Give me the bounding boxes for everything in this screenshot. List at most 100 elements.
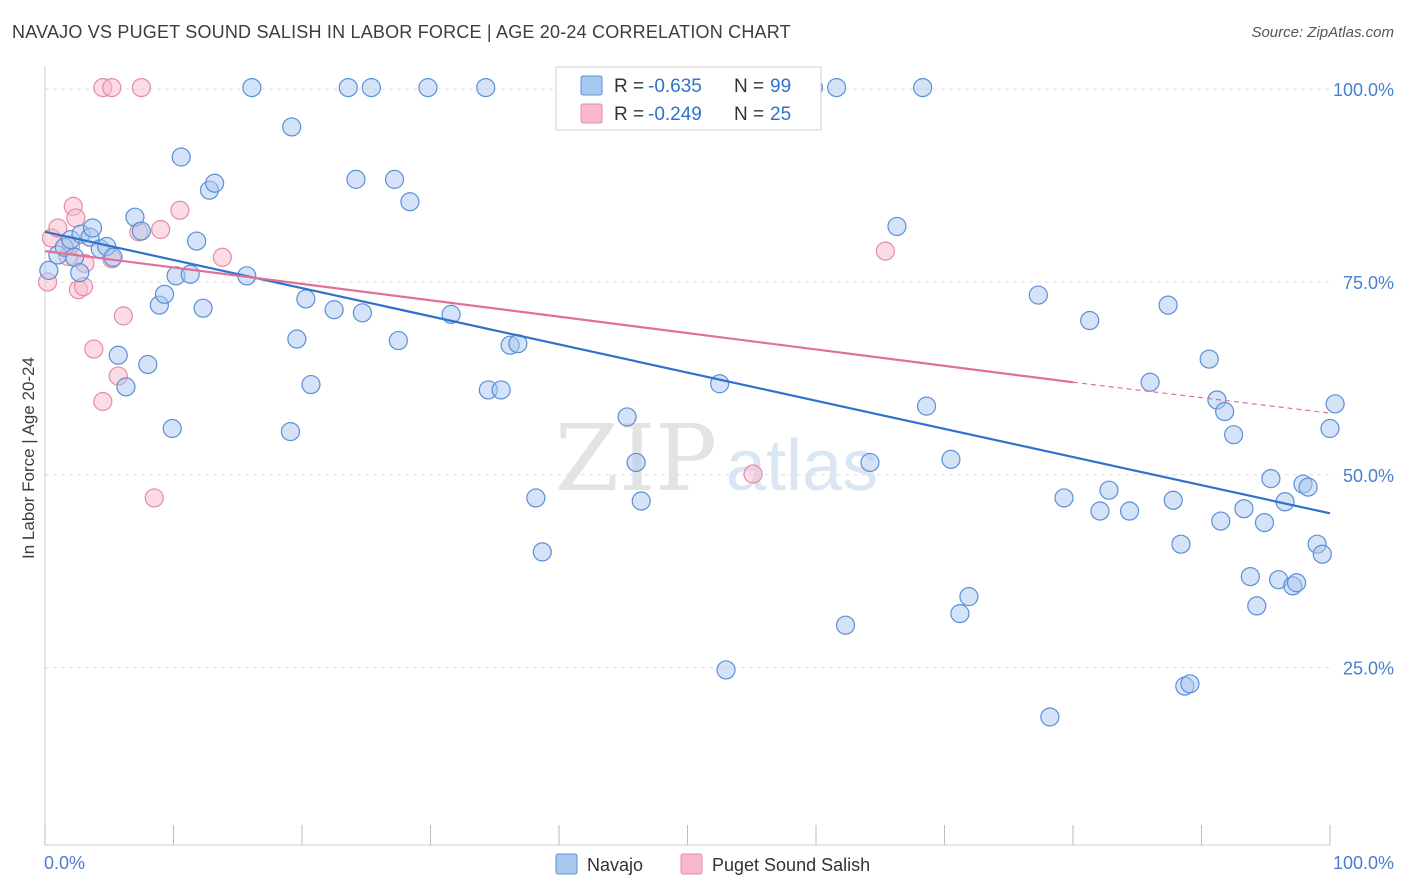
navajo-point-38 [361,77,381,98]
navajo-point-67 [1028,285,1048,305]
salish-point-8 [84,339,104,359]
navajo-point-24 [193,298,213,318]
navajo-point-99 [1325,394,1345,414]
navajo-swatch [580,75,603,96]
legend-salish-label: Puget Sound Salish [712,855,870,875]
navajo-point-11 [103,247,123,267]
navajo-point-30 [280,421,301,442]
navajo-point-80 [1199,349,1219,369]
navajo-point-29 [282,117,302,137]
navajo-point-73 [1119,501,1140,521]
navajo-point-13 [116,377,136,397]
navajo-point-52 [626,452,646,473]
navajo-point-7 [70,263,90,283]
salish-trend-line-extension [1072,381,1331,414]
navajo-point-95 [1298,477,1318,497]
legend-salish-swatch [680,853,703,875]
navajo-point-35 [338,77,358,98]
legend-navajo-label: Navajo [587,855,643,875]
navajo-point-72 [1099,480,1119,500]
navajo-point-82 [1211,511,1231,531]
navajo-point-83 [1215,401,1235,422]
navajo-point-12 [108,345,128,365]
salish-n-label: N = [734,104,764,125]
navajo-r-value: -0.635 [648,76,702,97]
navajo-point-89 [1261,469,1281,489]
navajo-point-84 [1224,425,1244,445]
navajo-point-39 [384,169,405,189]
navajo-point-23 [187,231,207,251]
navajo-point-87 [1247,596,1267,616]
y-tick-labels: 100.0% 75.0% 50.0% 25.0% [1333,80,1394,678]
navajo-point-71 [1090,501,1110,521]
navajo-point-0 [39,260,59,280]
y-axis-label: In Labor Force | Age 20-24 [19,357,38,559]
navajo-r-label: R = [614,76,644,97]
navajo-points [39,77,1345,727]
navajo-point-26 [205,173,225,193]
navajo-n-label: N = [734,76,764,97]
salish-point-20 [212,247,232,267]
navajo-point-97 [1312,544,1332,564]
axes [44,66,1331,846]
navajo-point-19 [162,418,182,439]
x-tick-label-left: 0.0% [44,853,85,873]
navajo-point-86 [1240,566,1260,587]
navajo-point-28 [242,77,262,98]
navajo-point-31 [287,329,307,349]
navajo-point-69 [1054,488,1074,508]
bottom-legend: Navajo Puget Sound Salish [555,853,870,875]
navajo-point-53 [631,491,651,511]
navajo-point-15 [131,221,151,241]
navajo-point-75 [1158,295,1178,315]
navajo-point-74 [1140,372,1160,392]
navajo-point-63 [916,396,937,416]
salish-r-value: -0.249 [648,104,702,125]
navajo-point-77 [1171,534,1191,554]
navajo-point-50 [532,542,552,562]
salish-point-5 [66,208,86,228]
salish-swatch [580,103,603,124]
navajo-point-40 [388,330,408,351]
navajo-point-8 [82,218,103,238]
navajo-point-93 [1286,573,1307,593]
navajo-point-51 [617,407,637,427]
navajo-point-21 [171,147,191,167]
salish-point-22 [743,464,763,484]
salish-point-23 [875,241,895,261]
legend-navajo-swatch [555,853,578,875]
navajo-point-32 [296,289,316,309]
navajo-point-76 [1163,490,1183,510]
trend-lines [44,230,1331,515]
salish-point-15 [131,77,151,98]
navajo-point-70 [1080,310,1100,331]
y-tick-label-1: 75.0% [1343,273,1394,293]
stats-legend: R = -0.635 N = 99 R = -0.249 N = 25 [555,66,822,131]
navajo-point-42 [418,77,438,98]
navajo-point-58 [826,77,847,98]
navajo-point-79 [1180,674,1200,694]
watermark: ZIP atlas [555,405,878,512]
salish-point-9 [93,391,113,412]
navajo-point-16 [138,354,158,375]
navajo-point-59 [835,615,856,635]
chart-title: NAVAJO VS PUGET SOUND SALISH IN LABOR FO… [12,22,791,42]
salish-point-12 [113,306,133,326]
salish-r-label: R = [614,104,644,125]
navajo-point-65 [950,604,970,624]
y-tick-label-3: 25.0% [1343,659,1394,679]
navajo-point-55 [716,660,736,680]
navajo-point-44 [476,77,496,98]
navajo-point-49 [526,488,546,508]
x-tick-label-right: 100.0% [1333,853,1394,873]
navajo-n-value: 99 [770,76,791,97]
grid-lines [45,88,1330,669]
salish-trend-line [44,250,1074,384]
navajo-point-33 [301,374,321,395]
navajo-point-34 [324,300,344,320]
salish-point-2 [48,218,68,238]
navajo-point-64 [941,449,961,469]
navajo-point-41 [400,192,420,212]
salish-point-19 [170,200,190,220]
y-tick-label-2: 50.0% [1343,466,1394,486]
